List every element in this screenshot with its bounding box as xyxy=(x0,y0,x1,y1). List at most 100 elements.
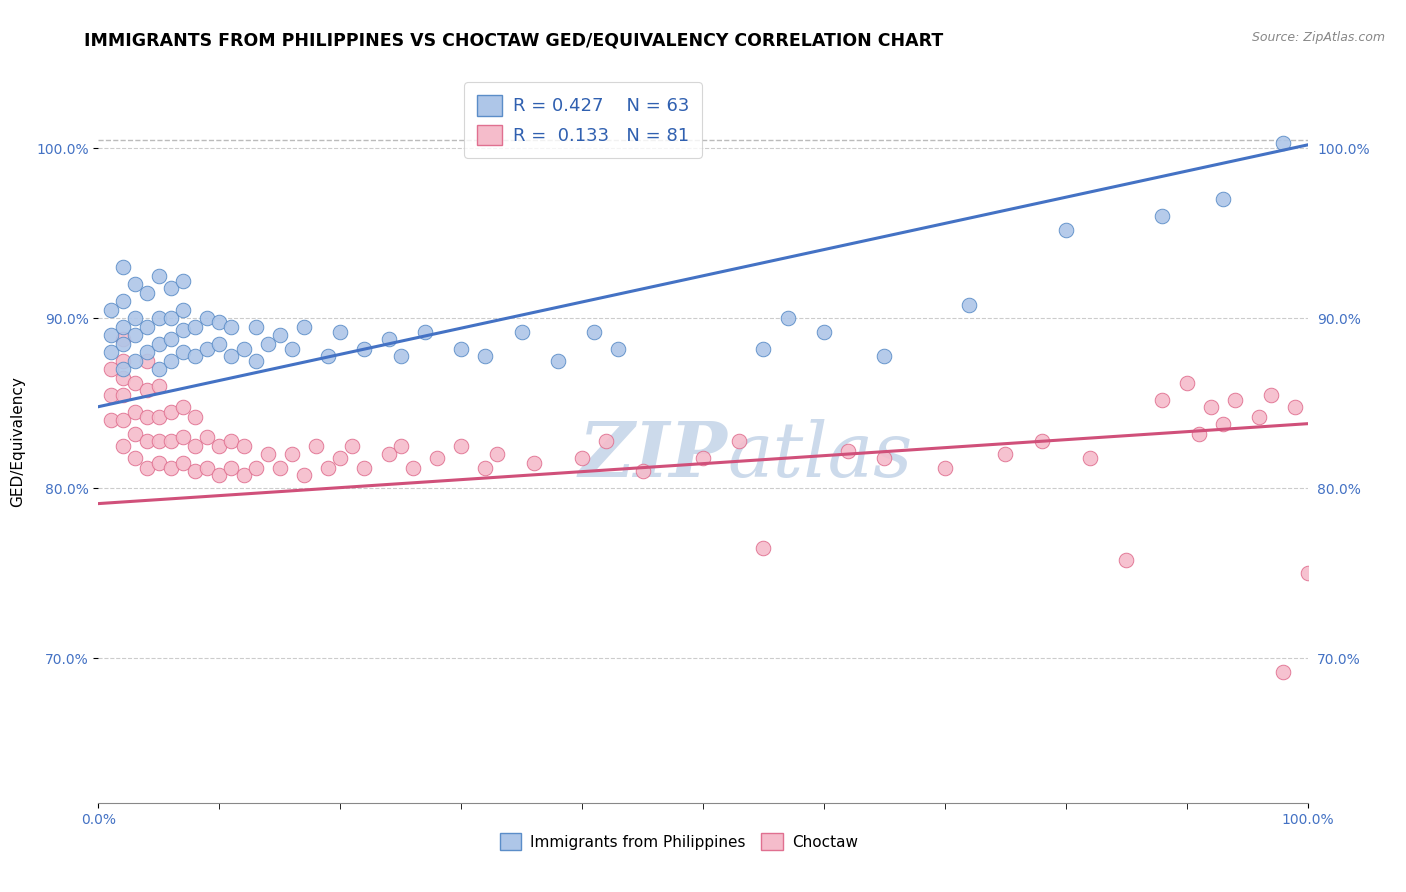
Point xyxy=(124,450,146,465)
Point xyxy=(184,319,207,334)
Point xyxy=(111,388,134,402)
Point xyxy=(813,325,835,339)
Point xyxy=(100,362,122,376)
Text: IMMIGRANTS FROM PHILIPPINES VS CHOCTAW GED/EQUIVALENCY CORRELATION CHART: IMMIGRANTS FROM PHILIPPINES VS CHOCTAW G… xyxy=(84,31,943,49)
Point xyxy=(1175,376,1198,390)
Point xyxy=(148,379,170,393)
Point xyxy=(510,325,533,339)
Point xyxy=(292,319,315,334)
Point xyxy=(353,461,375,475)
Point xyxy=(1260,388,1282,402)
Point xyxy=(111,353,134,368)
Point xyxy=(172,323,194,337)
Point xyxy=(135,353,157,368)
Point xyxy=(172,302,194,317)
Point xyxy=(221,434,243,448)
Point xyxy=(208,315,231,329)
Point xyxy=(486,447,509,461)
Point xyxy=(595,434,617,448)
Point xyxy=(873,450,896,465)
Point xyxy=(221,349,243,363)
Point xyxy=(221,319,243,334)
Point xyxy=(111,336,134,351)
Point xyxy=(135,461,157,475)
Point xyxy=(342,439,364,453)
Point xyxy=(1152,209,1174,223)
Point xyxy=(111,413,134,427)
Point xyxy=(148,311,170,326)
Point xyxy=(184,464,207,478)
Point xyxy=(184,349,207,363)
Point xyxy=(474,349,496,363)
Point xyxy=(124,277,146,292)
Point xyxy=(474,461,496,475)
Point xyxy=(934,461,956,475)
Point xyxy=(583,325,606,339)
Point xyxy=(111,294,134,309)
Point xyxy=(232,467,254,482)
Point xyxy=(160,353,183,368)
Point xyxy=(377,447,399,461)
Point xyxy=(111,362,134,376)
Point xyxy=(402,461,425,475)
Point xyxy=(607,342,630,356)
Point xyxy=(692,450,714,465)
Point xyxy=(256,336,278,351)
Point xyxy=(195,311,218,326)
Point xyxy=(195,430,218,444)
Point xyxy=(1296,566,1319,581)
Point xyxy=(160,405,183,419)
Point xyxy=(195,461,218,475)
Point xyxy=(245,353,267,368)
Point xyxy=(1272,665,1295,679)
Point xyxy=(426,450,449,465)
Point xyxy=(389,349,412,363)
Point xyxy=(135,285,157,300)
Point xyxy=(135,345,157,359)
Point xyxy=(135,383,157,397)
Point xyxy=(135,434,157,448)
Point xyxy=(160,434,183,448)
Point xyxy=(269,461,291,475)
Point xyxy=(111,371,134,385)
Point xyxy=(100,302,122,317)
Point xyxy=(184,439,207,453)
Point xyxy=(1284,400,1306,414)
Point xyxy=(208,439,231,453)
Point xyxy=(208,467,231,482)
Point xyxy=(353,342,375,356)
Point xyxy=(100,388,122,402)
Point xyxy=(1272,136,1295,151)
Point xyxy=(124,353,146,368)
Point xyxy=(1212,192,1234,206)
Point xyxy=(1223,392,1246,407)
Point xyxy=(195,342,218,356)
Point xyxy=(221,461,243,475)
Point xyxy=(160,332,183,346)
Point xyxy=(389,439,412,453)
Point xyxy=(994,447,1017,461)
Point xyxy=(245,319,267,334)
Point xyxy=(111,319,134,334)
Point xyxy=(148,456,170,470)
Point xyxy=(957,298,980,312)
Point xyxy=(172,274,194,288)
Point xyxy=(111,260,134,275)
Point xyxy=(135,319,157,334)
Point xyxy=(292,467,315,482)
Point xyxy=(316,461,339,475)
Point xyxy=(160,461,183,475)
Point xyxy=(728,434,751,448)
Point xyxy=(100,413,122,427)
Point xyxy=(172,345,194,359)
Point xyxy=(100,345,122,359)
Point xyxy=(232,342,254,356)
Point xyxy=(124,405,146,419)
Point xyxy=(281,447,304,461)
Point xyxy=(547,353,569,368)
Y-axis label: GED/Equivalency: GED/Equivalency xyxy=(10,376,25,507)
Point xyxy=(232,439,254,453)
Point xyxy=(1188,426,1211,441)
Point xyxy=(316,349,339,363)
Point xyxy=(124,376,146,390)
